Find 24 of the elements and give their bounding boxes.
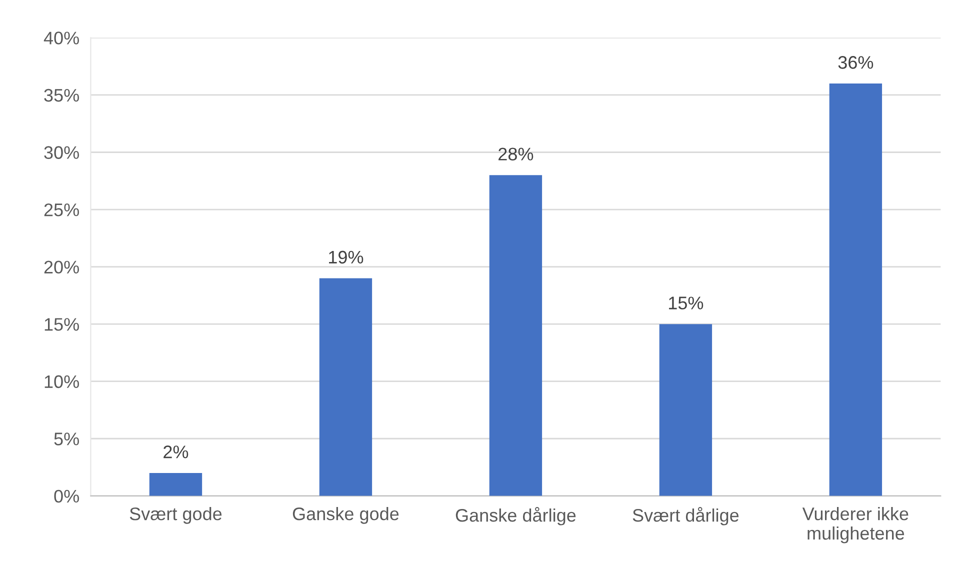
y-tick-label: 35% — [44, 88, 79, 102]
y-tick-label: 20% — [44, 260, 79, 274]
y-tick-label: 10% — [44, 375, 79, 388]
y-tick-label: 40% — [44, 32, 79, 44]
y-tick-label: 25% — [44, 203, 79, 216]
y-tick-label: 5% — [54, 432, 79, 446]
x-tick-label: Ganske gode — [292, 507, 399, 524]
bar — [149, 472, 202, 496]
y-tick-label: 30% — [44, 146, 79, 159]
data-label: 15% — [669, 296, 704, 310]
x-tick-label: Svært dårlige — [632, 507, 739, 526]
bar — [659, 324, 712, 496]
bar — [489, 175, 542, 496]
x-tick-label: Vurderer ikke mulighetene — [802, 507, 908, 544]
y-tick-label: 15% — [44, 318, 79, 331]
data-label: 2% — [164, 446, 188, 458]
bar — [319, 278, 372, 496]
y-tick-label: 0% — [54, 490, 79, 503]
data-label: 36% — [838, 56, 874, 69]
x-tick-label: Svært gode — [130, 507, 222, 524]
data-label: 28% — [498, 148, 534, 160]
data-label: 19% — [329, 250, 364, 264]
bar — [829, 84, 882, 496]
x-tick-label: Ganske dårlige — [456, 507, 576, 526]
